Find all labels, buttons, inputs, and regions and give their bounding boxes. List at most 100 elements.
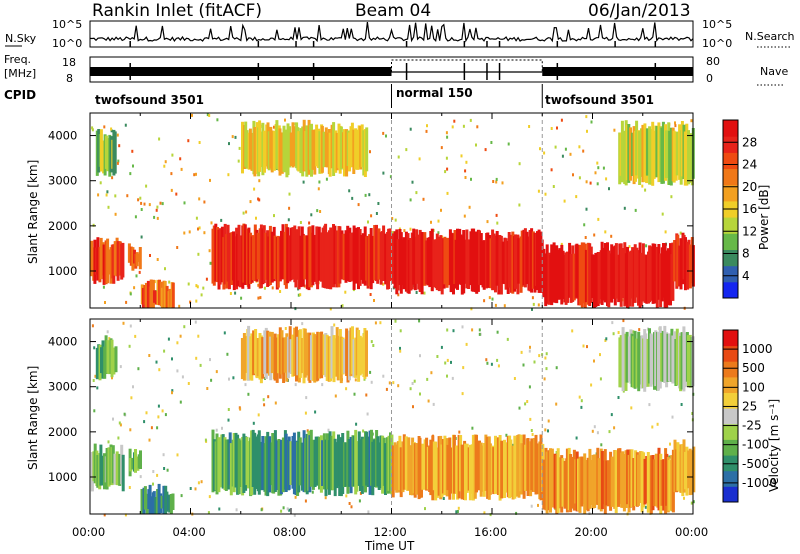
- echo-point: [366, 412, 369, 416]
- xlabel: Time UT: [364, 539, 415, 553]
- echo-strip: [629, 250, 633, 299]
- echo-strip: [344, 442, 348, 487]
- echo-strip: [621, 248, 625, 299]
- echo-strip: [460, 444, 464, 500]
- x-tick-label: 00:00: [72, 525, 105, 539]
- echo-point: [140, 208, 143, 211]
- echo-point: [411, 382, 414, 385]
- echo-strip: [101, 340, 105, 379]
- echo-point: [552, 185, 555, 188]
- echo-strip: [261, 337, 265, 379]
- echo-point: [175, 192, 178, 196]
- echo-point: [641, 184, 644, 188]
- echo-strip: [396, 239, 400, 291]
- echo-point: [397, 293, 400, 297]
- echo-strip: [637, 250, 640, 306]
- colorbar-swatch: [723, 376, 738, 393]
- echo-strip: [465, 443, 469, 493]
- echo-strip: [144, 282, 148, 308]
- echo-strip: [227, 232, 231, 290]
- echo-strip: [536, 231, 539, 291]
- nave-series: [391, 59, 543, 72]
- echo-strip: [578, 244, 582, 306]
- echo-point: [611, 321, 614, 325]
- echo-point: [462, 124, 465, 128]
- echo-strip: [656, 331, 660, 391]
- echo-point: [128, 486, 131, 489]
- echo-strip: [472, 228, 476, 292]
- echo-point: [596, 161, 599, 165]
- echo-strip: [286, 336, 290, 379]
- echo-point: [572, 173, 574, 177]
- echo-strip: [409, 445, 412, 496]
- echo-point: [382, 131, 385, 135]
- echo-point: [471, 426, 474, 430]
- echo-strip: [462, 230, 466, 294]
- echo-point: [314, 410, 317, 414]
- echo-strip: [486, 436, 490, 499]
- echo-strip: [622, 338, 626, 386]
- echo-point: [578, 176, 581, 180]
- echo-strip: [171, 282, 175, 308]
- echo-point: [257, 296, 260, 300]
- colorbar-tick-label: -1000: [742, 476, 777, 490]
- echo-point: [623, 206, 626, 210]
- echo-strip: [305, 235, 309, 290]
- nsky-panel: N.Sky 10^5 10^0 10^5 10^0 N.Search: [5, 18, 795, 50]
- date-title: 06/Jan/2013: [588, 1, 691, 21]
- echo-strip: [668, 130, 672, 185]
- echo-strip: [99, 444, 103, 486]
- echo-point: [301, 322, 304, 326]
- echo-strip: [610, 456, 614, 507]
- echo-point: [124, 513, 127, 517]
- echo-point: [446, 374, 448, 378]
- echo-point: [97, 193, 100, 197]
- echo-point: [280, 509, 283, 513]
- echo-point: [304, 499, 307, 503]
- echo-point: [483, 299, 486, 303]
- echo-point: [199, 363, 202, 367]
- echo-strip: [452, 434, 456, 494]
- echo-strip: [169, 494, 173, 514]
- echo-strip: [112, 347, 116, 375]
- echo-strip: [517, 238, 521, 284]
- echo-point: [634, 208, 637, 212]
- echo-strip: [618, 448, 622, 504]
- echo-strip: [297, 226, 301, 290]
- echo-strip: [626, 246, 629, 308]
- echo-point: [170, 172, 173, 176]
- echo-point: [365, 393, 368, 397]
- echo-point: [235, 508, 238, 512]
- echo-point: [353, 392, 356, 396]
- echo-point: [91, 128, 94, 132]
- echo-strip: [384, 443, 387, 495]
- echo-point: [158, 368, 161, 372]
- echo-strip: [338, 226, 342, 284]
- echo-point: [333, 323, 336, 327]
- echo-point: [232, 376, 235, 380]
- echo-point: [208, 114, 211, 117]
- echo-strip: [299, 128, 303, 174]
- echo-strip: [663, 325, 667, 383]
- echo-strip: [432, 239, 436, 288]
- echo-strip: [648, 126, 652, 185]
- echo-strip: [475, 235, 479, 294]
- echo-strip: [662, 243, 665, 298]
- echo-strip: [252, 330, 256, 376]
- echo-strip: [553, 453, 557, 509]
- echo-strip: [355, 441, 359, 492]
- echo-point: [209, 261, 212, 265]
- echo-strip: [588, 243, 592, 306]
- echo-point: [377, 202, 380, 205]
- echo-point: [220, 218, 223, 222]
- y-tick-label: 1000: [48, 470, 77, 484]
- colorbar-tick-label: 4: [742, 269, 750, 283]
- echo-strip: [667, 333, 671, 382]
- echo-strip: [256, 232, 260, 280]
- echo-point: [476, 125, 479, 129]
- echo-strip: [583, 453, 587, 514]
- echo-point: [594, 171, 597, 175]
- colorbar-swatch: [723, 423, 738, 440]
- y-tick-label: 4000: [48, 335, 77, 349]
- echo-point: [129, 428, 132, 432]
